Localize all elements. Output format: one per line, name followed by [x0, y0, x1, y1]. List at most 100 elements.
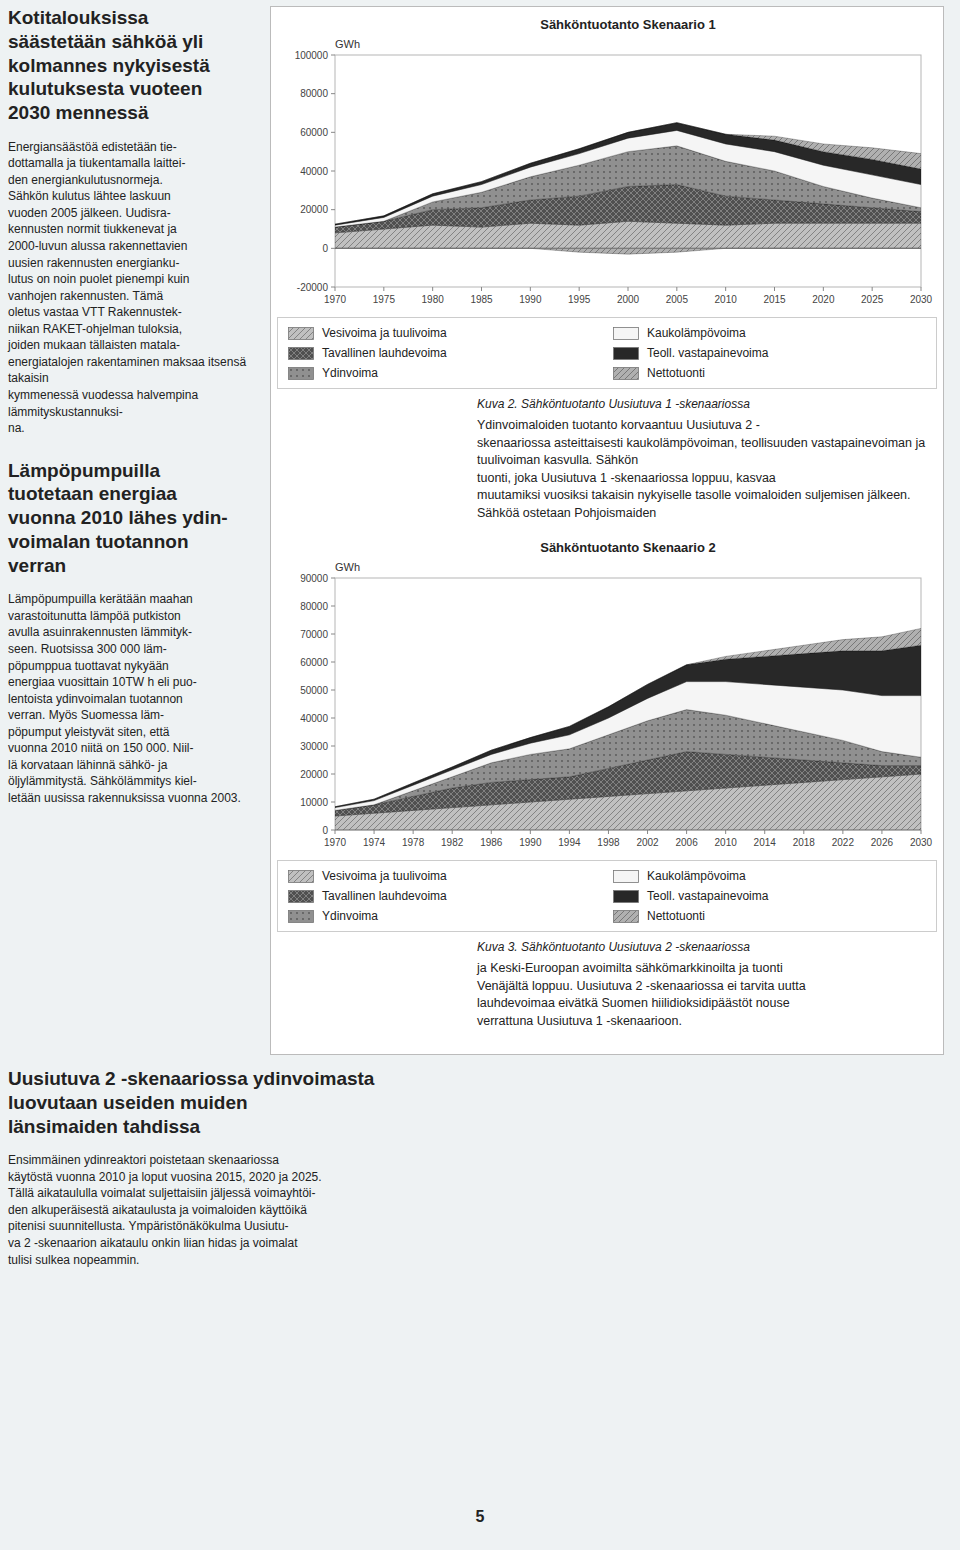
- x-tick: [413, 830, 414, 834]
- area-pos: [335, 123, 921, 225]
- x-tick: [921, 287, 922, 291]
- plot-frame: [335, 55, 921, 287]
- x-tick: [579, 287, 580, 291]
- legend-swatch-box: [289, 327, 314, 339]
- y-tick-label: -20000: [297, 282, 329, 293]
- x-tick: [872, 287, 873, 291]
- x-tick-label: 2020: [812, 294, 835, 305]
- x-tick: [725, 287, 726, 291]
- legend-item: Vesivoima ja tuulivoima: [288, 869, 601, 883]
- x-tick: [491, 830, 492, 834]
- zero-line: [335, 830, 921, 831]
- legend-swatch-box: [289, 910, 314, 922]
- y-tick-label: 100000: [295, 50, 329, 61]
- x-tick-label: 1985: [470, 294, 493, 305]
- x-tick: [725, 830, 726, 834]
- legend-swatch: [613, 347, 639, 360]
- y-tick-label: 90000: [300, 573, 328, 584]
- x-tick-label: 2010: [715, 294, 738, 305]
- area-neg: [335, 248, 921, 254]
- legend-item: Tavallinen lauhdevoima: [288, 889, 601, 903]
- x-tick: [803, 830, 804, 834]
- x-tick: [481, 287, 482, 291]
- x-tick: [530, 830, 531, 834]
- legend-swatch-box: [614, 870, 639, 882]
- legend-label: Vesivoima ja tuulivoima: [322, 326, 447, 340]
- y-axis-label: GWh: [335, 38, 360, 50]
- body-text: Lämpöpumpuilla kerätään maahan varastoit…: [8, 591, 260, 806]
- y-tick-label: 50000: [300, 685, 328, 696]
- x-tick-label: 1995: [568, 294, 591, 305]
- legend-label: Nettotuonti: [647, 909, 705, 923]
- chart-title: Sähköntuotanto Skenaario 2: [540, 540, 716, 555]
- x-tick-label: 2030: [910, 837, 933, 848]
- y-tick: [331, 93, 335, 94]
- y-tick: [331, 55, 335, 56]
- y-tick: [331, 718, 335, 719]
- heading: Kotitalouksissa säästetään sähköä yli ko…: [8, 6, 260, 125]
- x-tick-label: 1986: [480, 837, 503, 848]
- y-tick-label: 60000: [300, 127, 328, 138]
- y-tick: [331, 634, 335, 635]
- heading: Lämpöpumpuilla tuotetaan energiaa vuonna…: [8, 459, 260, 578]
- x-tick: [383, 287, 384, 291]
- area-pos: [335, 123, 921, 225]
- body-text: Ensimmäinen ydinreaktori poistetaan sken…: [8, 1152, 478, 1268]
- x-tick: [647, 830, 648, 834]
- body-text: ja Keski-Euroopan avoimilta sähkömarkkin…: [477, 960, 937, 1030]
- legend-swatch-box: [614, 910, 639, 922]
- legend-swatch: [613, 890, 639, 903]
- chart-title: Sähköntuotanto Skenaario 1: [540, 17, 716, 32]
- body-text: Ydinvoimaloiden tuotanto korvaantuu Uusi…: [477, 417, 937, 522]
- y-tick-label: 70000: [300, 629, 328, 640]
- y-tick: [331, 746, 335, 747]
- legend-label: Ydinvoima: [322, 909, 378, 923]
- x-tick-label: 2000: [617, 294, 640, 305]
- y-tick: [331, 578, 335, 579]
- y-tick-label: 40000: [300, 713, 328, 724]
- legend-item: Vesivoima ja tuulivoima: [288, 326, 601, 340]
- x-tick-label: 1994: [558, 837, 581, 848]
- y-tick-label: 0: [322, 825, 328, 836]
- plot-area: [335, 123, 921, 254]
- bottom-section: Uusiutuva 2 -skenaariossa ydinvoimasta l…: [0, 1055, 486, 1268]
- x-tick-label: 1980: [422, 294, 445, 305]
- page-columns: Kotitalouksissa säästetään sähköä yli ko…: [0, 0, 960, 1055]
- zero-line: [335, 248, 921, 249]
- legend-item: Kaukolämpövoima: [613, 869, 926, 883]
- x-tick-label: 1990: [519, 294, 542, 305]
- x-tick: [452, 830, 453, 834]
- x-tick-label: 2010: [715, 837, 738, 848]
- legend-swatch-box: [614, 890, 639, 902]
- legend-label: Kaukolämpövoima: [647, 869, 746, 883]
- x-tick-label: 2002: [636, 837, 659, 848]
- x-tick-label: 1970: [324, 837, 347, 848]
- chart: Sähköntuotanto Skenaario 1 GWh -20000 0 2000…: [277, 13, 937, 313]
- x-tick-label: 2025: [861, 294, 884, 305]
- legend-item: Tavallinen lauhdevoima: [288, 346, 601, 360]
- plot-frame: [335, 578, 921, 830]
- y-tick-label: 0: [322, 243, 328, 254]
- y-tick: [331, 690, 335, 691]
- area-pos: [335, 628, 921, 806]
- legend-label: Tavallinen lauhdevoima: [322, 346, 447, 360]
- legend-swatch-box: [289, 870, 314, 882]
- caption: Kuva 2. Sähköntuotanto Uusiutuva 1 -sken…: [477, 397, 937, 411]
- y-tick: [331, 774, 335, 775]
- legend-item: Teoll. vastapainevoima: [613, 889, 926, 903]
- legend-label: Ydinvoima: [322, 366, 378, 380]
- y-tick-label: 80000: [300, 88, 328, 99]
- x-tick: [608, 830, 609, 834]
- legend-swatch-box: [289, 890, 314, 902]
- legend-swatch: [288, 910, 314, 923]
- area-pos: [335, 645, 921, 807]
- x-tick: [335, 830, 336, 834]
- x-tick: [530, 287, 531, 291]
- x-tick-label: 1998: [597, 837, 620, 848]
- x-tick: [823, 287, 824, 291]
- left-column: Kotitalouksissa säästetään sähköä yli ko…: [8, 6, 260, 1055]
- y-tick: [331, 132, 335, 133]
- y-tick: [331, 662, 335, 663]
- y-tick: [331, 287, 335, 288]
- legend-label: Nettotuonti: [647, 366, 705, 380]
